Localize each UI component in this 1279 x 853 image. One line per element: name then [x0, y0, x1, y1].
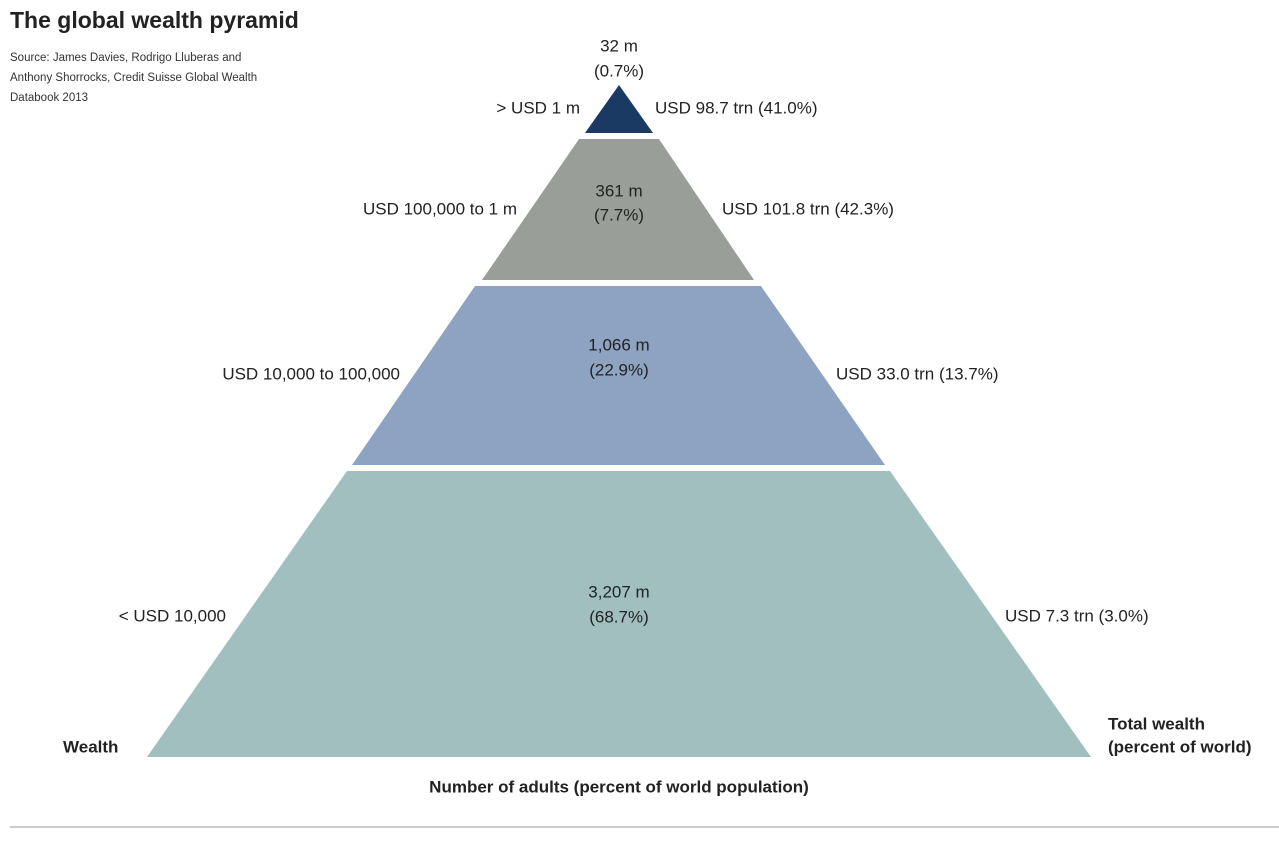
wealth-range: USD 10,000 to 100,000 [222, 364, 400, 383]
wealth-range: > USD 1 m [496, 98, 580, 117]
source-line: Anthony Shorrocks, Credit Suisse Global … [10, 72, 257, 84]
adults: 3,207 m [588, 582, 649, 601]
tier-shape [482, 139, 754, 280]
wealth-range: USD 100,000 to 1 m [363, 199, 517, 218]
title: The global wealth pyramid [10, 7, 299, 33]
right-axis-label: Total wealth [1108, 714, 1205, 733]
source-line: Source: James Davies, Rodrigo Lluberas a… [10, 52, 241, 64]
wealth-range: < USD 10,000 [119, 606, 226, 625]
adults-share: (0.7%) [594, 61, 644, 80]
total-wealth: USD 7.3 trn (3.0%) [1005, 606, 1149, 625]
source-line: Databook 2013 [10, 92, 88, 104]
bottom-axis-label: Number of adults (percent of world popul… [429, 777, 809, 796]
tier-shape [352, 286, 885, 465]
total-wealth: USD 101.8 trn (42.3%) [722, 199, 894, 218]
right-axis-label: (percent of world) [1108, 737, 1252, 756]
adults: 1,066 m [588, 335, 649, 354]
total-wealth: USD 33.0 trn (13.7%) [836, 364, 999, 383]
adults-share: (68.7%) [589, 607, 649, 626]
tier-shape [585, 85, 653, 133]
adults: 32 m [600, 36, 638, 55]
tier-shape [147, 471, 1091, 757]
adults-share: (7.7%) [594, 205, 644, 224]
adults-share: (22.9%) [589, 360, 649, 379]
left-axis-label: Wealth [63, 737, 118, 756]
adults: 361 m [595, 181, 642, 200]
total-wealth: USD 98.7 trn (41.0%) [655, 98, 818, 117]
